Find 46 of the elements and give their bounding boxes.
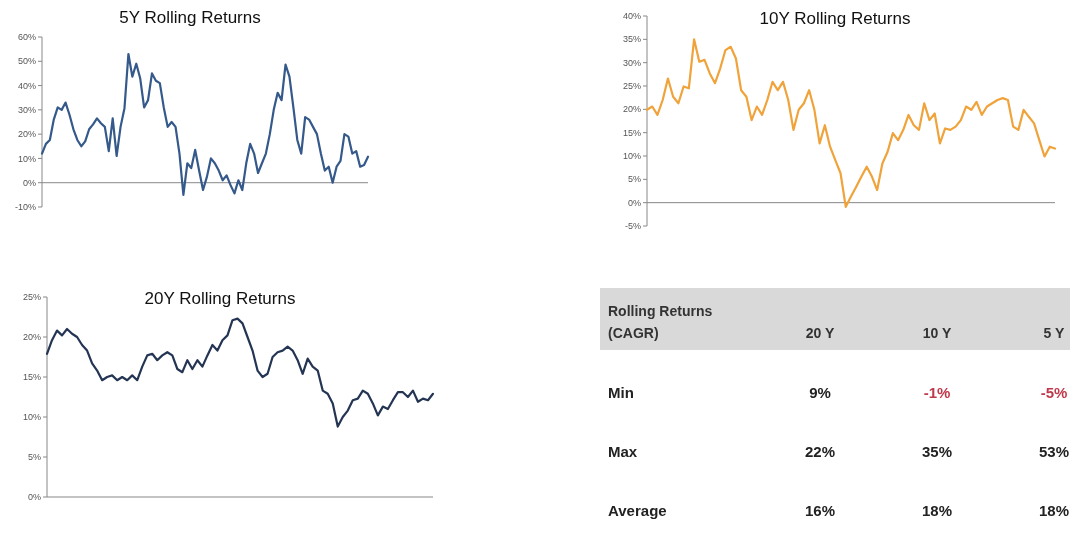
y-tick-label: 25% bbox=[22, 292, 41, 303]
line-series bbox=[40, 52, 370, 196]
y-tick-label: 0% bbox=[627, 197, 641, 208]
category-label: 10 Y bbox=[922, 325, 952, 341]
y-tick-label: 30% bbox=[622, 57, 641, 68]
category-label: Max bbox=[608, 443, 638, 460]
text: 18% bbox=[1038, 502, 1070, 519]
text: -1% bbox=[923, 384, 951, 401]
y-tick-label: 15% bbox=[22, 372, 41, 383]
chart-title: 20Y Rolling Returns bbox=[144, 289, 296, 308]
y-tick-label: 60% bbox=[17, 32, 36, 43]
text: 35% bbox=[921, 443, 953, 460]
text: 18% bbox=[921, 502, 953, 519]
text: 16% bbox=[804, 502, 836, 519]
line-series bbox=[645, 38, 1057, 208]
text: Rolling Returns (CAGR) bbox=[608, 303, 713, 341]
y-tick-label: 40% bbox=[622, 11, 641, 22]
category-label: 20 Y bbox=[805, 325, 835, 341]
category-label: Average bbox=[608, 502, 667, 519]
y-tick-label: 35% bbox=[622, 34, 641, 45]
chart-title: 5Y Rolling Returns bbox=[119, 8, 261, 27]
y-tick-label: 20% bbox=[22, 332, 41, 343]
y-tick-label: 0% bbox=[22, 177, 36, 188]
line-series bbox=[45, 317, 435, 428]
y-tick-label: -10% bbox=[14, 202, 36, 213]
y-tick-label: 40% bbox=[17, 80, 36, 91]
y-tick-label: 20% bbox=[17, 129, 36, 140]
category-label: Min bbox=[608, 384, 634, 401]
y-tick-label: -5% bbox=[624, 221, 641, 232]
text: 9% bbox=[809, 384, 831, 401]
text: 22% bbox=[804, 443, 836, 460]
y-tick-label: 15% bbox=[622, 127, 641, 138]
y-tick-label: 25% bbox=[622, 81, 641, 92]
y-tick-label: 30% bbox=[17, 105, 36, 116]
y-tick-label: 50% bbox=[17, 56, 36, 67]
y-tick-label: 0% bbox=[27, 492, 41, 503]
text: -5% bbox=[1040, 384, 1068, 401]
y-tick-label: 20% bbox=[622, 104, 641, 115]
y-tick-label: 10% bbox=[22, 412, 41, 423]
text: 53% bbox=[1038, 443, 1070, 460]
y-tick-label: 10% bbox=[17, 153, 36, 164]
y-tick-label: 5% bbox=[627, 174, 641, 185]
category-label: 5 Y bbox=[1043, 325, 1066, 341]
y-tick-label: 10% bbox=[622, 151, 641, 162]
y-tick-label: 5% bbox=[27, 452, 41, 463]
chart-title: 10Y Rolling Returns bbox=[759, 9, 911, 28]
